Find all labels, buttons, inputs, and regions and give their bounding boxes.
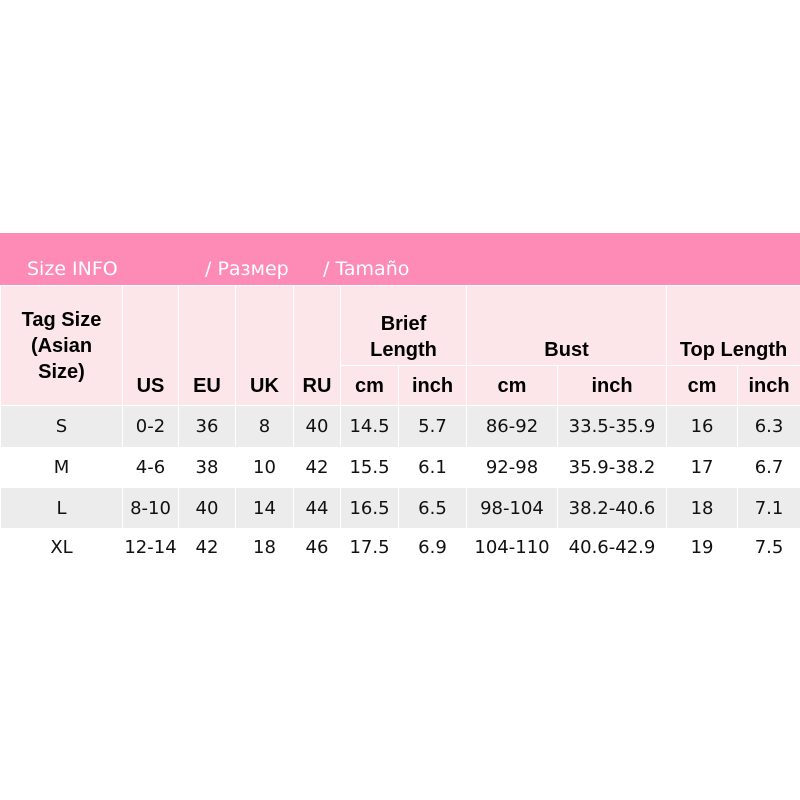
cell: 40: [293, 405, 341, 448]
cell: 18: [666, 487, 739, 529]
group-header: Top Length: [666, 285, 800, 366]
group-header: Brief Length: [340, 285, 467, 366]
cell: 12-14: [122, 528, 179, 566]
banner: Size INFO / Размер / Tamaño: [0, 233, 800, 285]
cell: 98-104: [466, 487, 558, 529]
cell: 44: [293, 487, 341, 529]
cell: 40: [178, 487, 236, 529]
subcolumn-header: cm: [466, 365, 558, 406]
cell: XL: [0, 528, 123, 566]
cell: 16: [666, 405, 739, 448]
cell: 14: [235, 487, 294, 529]
cell: 38: [178, 447, 236, 488]
cell: 36: [178, 405, 236, 448]
title-part: Size INFO: [27, 258, 118, 280]
cell: 35.9-38.2: [556, 447, 668, 488]
cell: 14.5: [340, 405, 399, 448]
header-row: Tag Size (Asian Size) US EU UK RU Brief Lengt…: [0, 285, 800, 406]
title-part: / Размер: [205, 258, 289, 280]
subheader-row: cm inch cm inch cm inch: [1, 365, 800, 406]
cell: 6.3: [737, 405, 800, 448]
subcolumn-header: inch: [556, 365, 668, 406]
cell: M: [0, 447, 123, 488]
data-row: M 4-6 38 10 42 15.5 6.1 92-98 35.9-38.2 17 6.7: [0, 447, 800, 488]
cell: 42: [178, 528, 236, 566]
cell: 0-2: [122, 405, 179, 448]
cell: 6.9: [398, 528, 467, 566]
cell: 46: [293, 528, 341, 566]
data-row: L 8-10 40 14 44 16.5 6.5 98-104 38.2-40.6 18 7.1: [0, 487, 800, 529]
subcolumn-header: inch: [398, 365, 467, 406]
subcolumn-header: cm: [666, 365, 739, 406]
cell: 4-6: [122, 447, 179, 488]
group-header: Bust: [465, 285, 668, 366]
column-header: RU: [293, 285, 341, 406]
cell: 8: [235, 405, 294, 448]
cell: 15.5: [340, 447, 399, 488]
cell: 7.1: [737, 487, 800, 529]
cell: 19: [666, 528, 739, 566]
cell: 92-98: [466, 447, 558, 488]
data-row: XL 12-14 42 18 46 17.5 6.9 104-110 40.6-42.9 19 7.…: [0, 528, 800, 566]
column-header: US: [122, 285, 179, 406]
column-header: UK: [235, 285, 294, 406]
cell: 18: [235, 528, 294, 566]
cell: 8-10: [122, 487, 179, 529]
cell: 38.2-40.6: [556, 487, 668, 529]
cell: S: [0, 405, 123, 448]
cell: 17.5: [340, 528, 399, 566]
cell: 33.5-35.9: [556, 405, 668, 448]
cell: 17: [666, 447, 739, 488]
cell: 104-110: [466, 528, 558, 566]
cell: 7.5: [737, 528, 800, 566]
data-row: S 0-2 36 8 40 14.5 5.7 86-92 33.5-35.9 16 6.3: [0, 405, 800, 448]
cell: 86-92: [466, 405, 558, 448]
cell: L: [0, 487, 123, 529]
cell: 6.1: [398, 447, 467, 488]
cell: 16.5: [340, 487, 399, 529]
cell: 10: [235, 447, 294, 488]
cell: 42: [293, 447, 341, 488]
cell: 6.7: [737, 447, 800, 488]
cell: 6.5: [398, 487, 467, 529]
size-table: Tag Size (Asian Size) US EU UK RU Brief Lengt…: [0, 285, 800, 566]
subcolumn-header: cm: [340, 365, 399, 406]
title-part: / Tamaño: [323, 258, 410, 280]
cell: 40.6-42.9: [556, 528, 668, 566]
subcolumn-header: inch: [737, 365, 800, 406]
column-header: EU: [178, 285, 236, 406]
cell: 5.7: [398, 405, 467, 448]
column-header: Tag Size (Asian Size): [0, 285, 123, 406]
